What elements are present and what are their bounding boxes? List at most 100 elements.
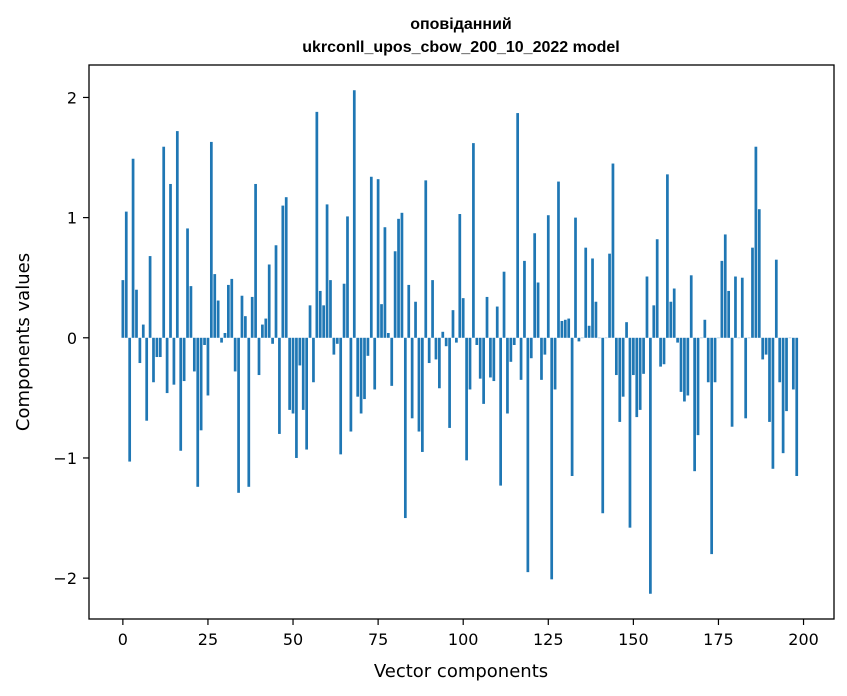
bar — [213, 274, 217, 338]
bar — [570, 337, 574, 476]
bar — [628, 337, 632, 528]
bar — [261, 324, 264, 338]
bar — [196, 337, 200, 487]
bar — [512, 337, 516, 345]
bar — [244, 316, 247, 338]
bar — [730, 337, 734, 427]
bar — [380, 304, 383, 338]
bar — [679, 337, 683, 392]
bar — [342, 283, 346, 338]
bar — [791, 337, 795, 390]
bar — [506, 337, 509, 414]
bar — [495, 306, 499, 338]
bar — [128, 337, 132, 462]
bar — [761, 337, 765, 360]
bar — [312, 337, 315, 383]
bar — [175, 131, 179, 338]
bar — [472, 143, 475, 338]
bar — [165, 337, 169, 394]
bar — [325, 204, 329, 338]
x-tick-label: 100 — [448, 630, 479, 649]
bar — [546, 215, 550, 338]
bar — [475, 337, 479, 345]
bar — [509, 337, 513, 362]
bar — [591, 258, 594, 338]
bar — [254, 183, 257, 338]
bar — [465, 337, 468, 461]
bar — [124, 211, 128, 338]
bar — [359, 337, 363, 414]
x-axis-label: Vector components — [374, 661, 548, 682]
chart-title: оповіданний — [410, 16, 512, 33]
bar — [526, 337, 530, 573]
bar — [601, 337, 605, 514]
bar — [376, 179, 380, 338]
bar — [339, 337, 343, 455]
bar — [155, 337, 159, 358]
bar — [444, 337, 448, 347]
bar — [267, 264, 271, 338]
bar — [662, 337, 666, 365]
bar — [216, 300, 220, 338]
bar — [386, 332, 390, 338]
bar — [703, 319, 707, 338]
bar — [519, 337, 523, 380]
bar — [281, 205, 285, 338]
bar — [652, 305, 656, 338]
x-tick-label: 50 — [283, 630, 303, 649]
chart-subtitle: ukrconll_upos_cbow_200_10_2022 model — [302, 39, 619, 56]
bar — [257, 337, 261, 376]
bar — [397, 218, 400, 338]
bars-group — [121, 90, 799, 594]
bar — [363, 337, 366, 400]
bar — [400, 212, 404, 338]
bar — [649, 337, 652, 594]
x-tick-label: 150 — [618, 630, 649, 649]
bar — [710, 337, 714, 555]
bar — [227, 284, 230, 338]
x-tick-label: 125 — [533, 630, 564, 649]
bar — [468, 337, 472, 390]
bar — [455, 337, 458, 343]
bar — [305, 337, 308, 450]
bar — [414, 301, 417, 338]
bar — [182, 337, 186, 382]
bar — [410, 337, 414, 419]
bar — [774, 259, 778, 338]
bar — [778, 337, 782, 383]
bar — [448, 337, 451, 428]
bar — [240, 295, 244, 338]
bar — [301, 337, 305, 410]
bar — [536, 282, 540, 338]
bar — [434, 337, 438, 360]
bar — [308, 305, 312, 338]
bar — [560, 320, 564, 338]
bar — [141, 324, 145, 338]
bar — [795, 337, 799, 476]
plot-frame — [88, 64, 835, 620]
bar — [148, 256, 152, 338]
bar — [543, 337, 547, 355]
bar — [577, 337, 581, 342]
bar — [121, 280, 125, 338]
bar — [233, 337, 237, 372]
x-tick-label: 75 — [368, 630, 388, 649]
bar — [431, 280, 434, 338]
x-tick-label: 175 — [703, 630, 734, 649]
bar — [669, 301, 673, 338]
bar — [655, 239, 659, 338]
bar — [427, 337, 431, 364]
bar — [145, 337, 149, 421]
bar — [608, 253, 611, 338]
bar — [485, 296, 489, 338]
bar — [369, 176, 373, 338]
bar — [223, 332, 227, 338]
bar — [349, 337, 353, 432]
bar — [594, 301, 598, 338]
bar — [621, 337, 625, 397]
y-tick-label: 2 — [67, 88, 77, 107]
x-tick-label: 0 — [118, 630, 128, 649]
bar — [686, 337, 690, 396]
bar — [689, 275, 693, 338]
